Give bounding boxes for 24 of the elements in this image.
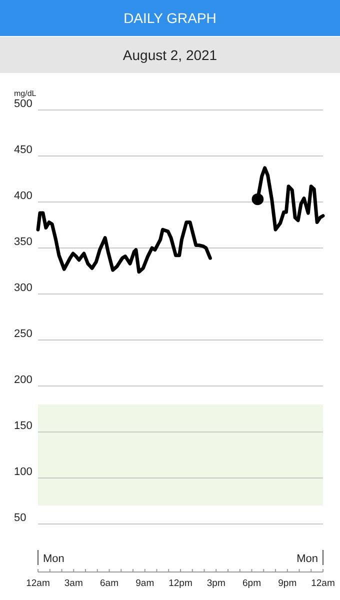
x-tick-label: 6am — [100, 578, 119, 589]
x-tick-label: 9pm — [278, 578, 297, 589]
y-tick-label: 200 — [14, 374, 32, 386]
x-tick-label: 9am — [136, 578, 154, 589]
x-tick-label: 12am — [311, 578, 335, 589]
text: Mon — [43, 553, 64, 565]
x-tick-label: 12pm — [168, 578, 192, 589]
y-tick-label: 450 — [14, 144, 32, 156]
y-tick-label: 150 — [14, 420, 32, 432]
y-tick-label: 50 — [14, 512, 26, 524]
y-axis-title: mg/dL — [14, 89, 37, 98]
y-tick-label: 400 — [14, 190, 32, 202]
y-tick-label: 100 — [14, 466, 32, 478]
chart-title: DAILY GRAPH — [124, 10, 216, 26]
y-tick-label: 300 — [14, 282, 32, 294]
y-tick-label: 350 — [14, 236, 32, 248]
x-tick-label: 6pm — [242, 578, 262, 589]
x-tick-label: 3pm — [206, 578, 226, 589]
x-tick-label: 3am — [64, 578, 83, 589]
text: Mon — [296, 553, 318, 565]
y-tick-label: 250 — [14, 328, 32, 340]
chart-subtitle: August 2, 2021 — [122, 47, 218, 63]
y-tick-label: 500 — [14, 98, 32, 110]
x-tick-label: 12am — [26, 578, 50, 589]
